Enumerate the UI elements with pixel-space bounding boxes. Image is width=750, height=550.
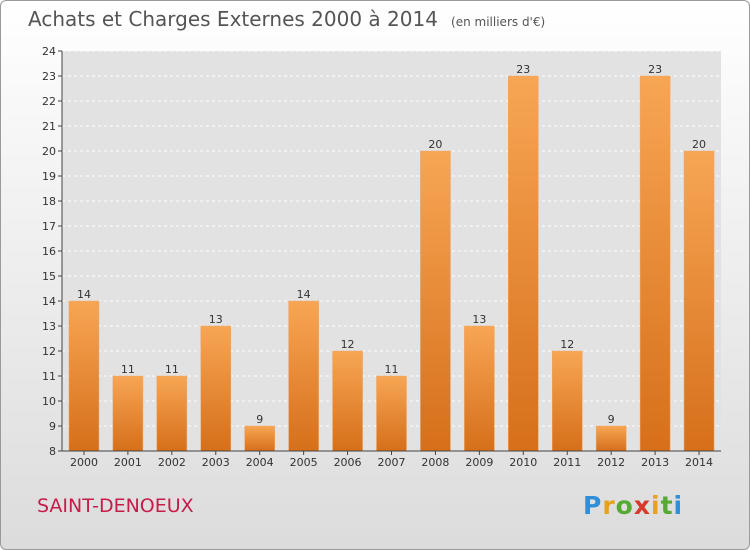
- x-tick-label: 2002: [158, 456, 186, 469]
- y-tick-label: 10: [42, 395, 56, 408]
- logo-letter: x: [633, 491, 651, 520]
- chart-title-block: Achats et Charges Externes 2000 à 2014 (…: [28, 7, 545, 31]
- proxiti-logo[interactable]: Proxiti: [583, 491, 683, 520]
- y-tick-label: 24: [42, 45, 56, 58]
- chart-subtitle: (en milliers d'€): [451, 15, 546, 29]
- data-label: 13: [209, 313, 223, 326]
- chart-title: Achats et Charges Externes 2000 à 2014: [28, 7, 438, 31]
- y-tick-label: 12: [42, 345, 56, 358]
- axes: 8 9 10 11 12 13 14 15 16 17 18 19 20 21 22 23 24 2000 2001…: [42, 45, 721, 469]
- y-tick-label: 21: [42, 120, 56, 133]
- data-label: 23: [516, 63, 530, 76]
- bar: [200, 325, 232, 452]
- x-tick-label: 2012: [597, 456, 625, 469]
- bar: [112, 375, 144, 452]
- bar: [639, 75, 671, 452]
- data-label: 11: [121, 363, 135, 376]
- bar: [464, 325, 495, 452]
- data-label: 11: [385, 363, 399, 376]
- logo-letter: r: [602, 491, 616, 520]
- x-tick-label: 2001: [114, 456, 142, 469]
- x-tick-label: 2013: [641, 456, 669, 469]
- y-tick-label: 8: [49, 445, 56, 458]
- data-label: 14: [77, 288, 91, 301]
- bar: [420, 150, 451, 452]
- x-tick-label: 2004: [246, 456, 274, 469]
- bar: [332, 350, 363, 452]
- logo-letter: t: [660, 491, 674, 520]
- data-label: 12: [560, 338, 574, 351]
- data-label: 11: [165, 363, 179, 376]
- data-label: 20: [428, 138, 442, 151]
- bar: [288, 300, 319, 452]
- data-label: 20: [692, 138, 706, 151]
- bar: [156, 375, 188, 452]
- bar: [376, 375, 407, 452]
- y-tick-label: 16: [42, 245, 56, 258]
- x-tick-label: 2000: [70, 456, 98, 469]
- logo-letter: i: [651, 491, 661, 520]
- y-tick-label: 13: [42, 320, 56, 333]
- data-label: 23: [648, 63, 662, 76]
- data-label: 13: [472, 313, 486, 326]
- x-tick-label: 2005: [290, 456, 318, 469]
- data-label: 9: [608, 413, 615, 426]
- y-tick-label: 18: [42, 195, 56, 208]
- x-tick-label: 2003: [202, 456, 230, 469]
- x-tick-label: 2007: [378, 456, 406, 469]
- y-tick-label: 22: [42, 95, 56, 108]
- x-tick-label: 2006: [334, 456, 362, 469]
- bar: [508, 75, 539, 452]
- data-label: 14: [297, 288, 311, 301]
- y-tick-label: 23: [42, 70, 56, 83]
- data-label: 9: [256, 413, 263, 426]
- bar: [551, 350, 583, 452]
- y-tick-label: 9: [49, 420, 56, 433]
- y-tick-label: 11: [42, 370, 56, 383]
- x-tick-label: 2014: [685, 456, 713, 469]
- x-tick-label: 2008: [421, 456, 449, 469]
- y-tick-label: 19: [42, 170, 56, 183]
- x-tick-label: 2010: [509, 456, 537, 469]
- bar: [683, 150, 715, 452]
- bars: 14 11 11 13 9 14 12 11 20 13 23 12 9 23 20: [68, 63, 715, 452]
- y-tick-label: 17: [42, 220, 56, 233]
- bar: [68, 300, 100, 452]
- logo-letter: o: [615, 491, 634, 520]
- x-tick-label: 2011: [553, 456, 581, 469]
- logo-letter: i: [673, 491, 684, 520]
- y-tick-label: 14: [42, 295, 56, 308]
- x-tick-label: 2009: [465, 456, 493, 469]
- y-tick-label: 15: [42, 270, 56, 283]
- commune-name: SAINT-DENOEUX: [37, 495, 194, 517]
- y-tick-label: 20: [42, 145, 56, 158]
- data-label: 12: [341, 338, 355, 351]
- logo-letter: P: [583, 491, 603, 520]
- bar: [244, 425, 275, 452]
- bar: [595, 425, 627, 452]
